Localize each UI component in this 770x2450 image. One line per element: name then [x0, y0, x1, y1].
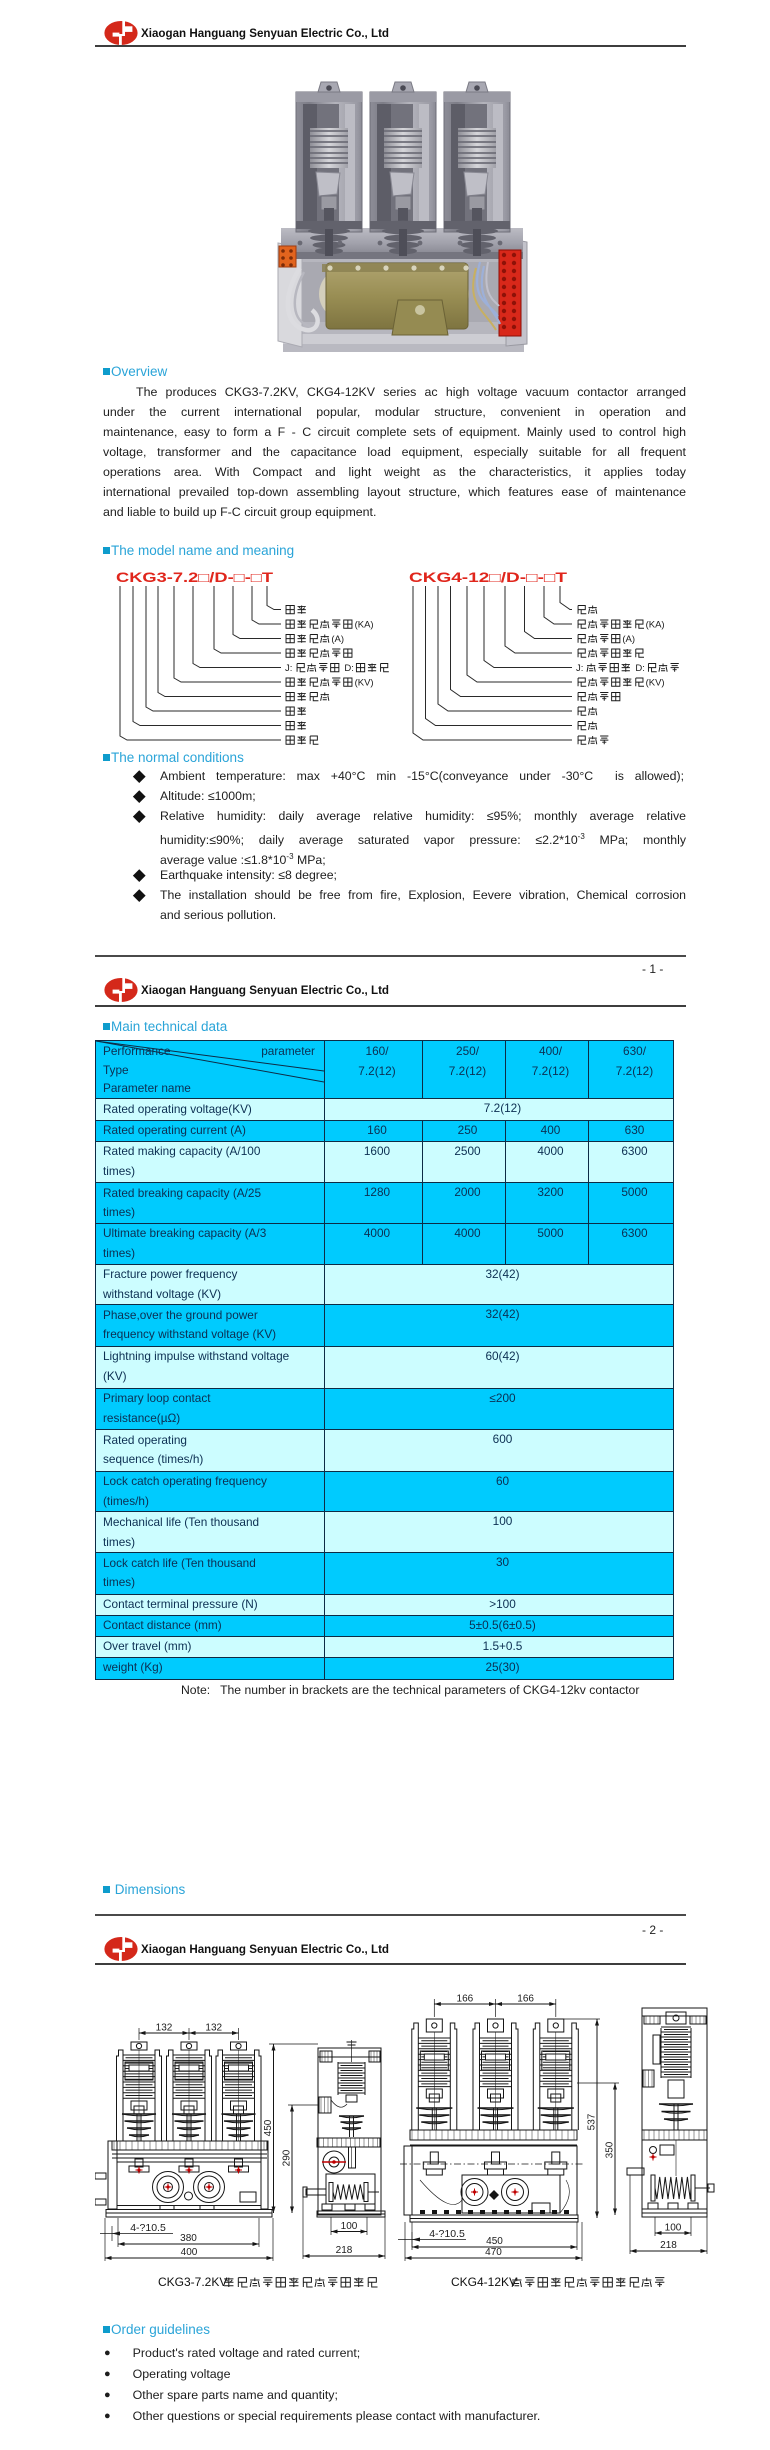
- svg-text:(KV): (KV): [646, 678, 665, 689]
- svg-text:CKG3-7.2KV: CKG3-7.2KV: [158, 2275, 227, 2289]
- svg-text:D:: D:: [344, 663, 354, 674]
- svg-text:290: 290: [282, 2149, 293, 2166]
- svg-text:J:: J:: [576, 663, 583, 674]
- svg-text:4-?10.5: 4-?10.5: [429, 2228, 465, 2240]
- svg-text:4-?10.5: 4-?10.5: [130, 2222, 166, 2234]
- svg-text:CKG4-12□/D-□-□T: CKG4-12□/D-□-□T: [409, 570, 568, 585]
- svg-text:(KV): (KV): [355, 678, 374, 689]
- svg-text:J:: J:: [285, 663, 292, 674]
- svg-text:D:: D:: [635, 663, 645, 674]
- svg-text:218: 218: [660, 2240, 677, 2251]
- svg-text:132: 132: [205, 2023, 222, 2034]
- svg-text:100: 100: [341, 2221, 358, 2232]
- svg-text:CKG3-7.2□/D-□-□T: CKG3-7.2□/D-□-□T: [116, 570, 274, 585]
- svg-text:132: 132: [156, 2023, 173, 2034]
- svg-text:450: 450: [263, 2119, 274, 2136]
- svg-text:537: 537: [587, 2113, 598, 2130]
- svg-text:218: 218: [336, 2245, 353, 2256]
- svg-text:400: 400: [181, 2247, 198, 2258]
- svg-text:100: 100: [665, 2223, 682, 2234]
- svg-text:166: 166: [517, 1994, 534, 2005]
- svg-text:(KA): (KA): [646, 620, 665, 631]
- svg-text:470: 470: [485, 2247, 502, 2258]
- svg-text:(A): (A): [622, 634, 635, 645]
- svg-text:(KA): (KA): [355, 620, 374, 631]
- svg-text:166: 166: [457, 1994, 474, 2005]
- svg-text:350: 350: [605, 2141, 616, 2158]
- svg-text:450: 450: [486, 2236, 503, 2247]
- svg-text:380: 380: [180, 2233, 197, 2244]
- svg-text:CKG4-12KV: CKG4-12KV: [451, 2275, 517, 2289]
- svg-text:(A): (A): [331, 634, 344, 645]
